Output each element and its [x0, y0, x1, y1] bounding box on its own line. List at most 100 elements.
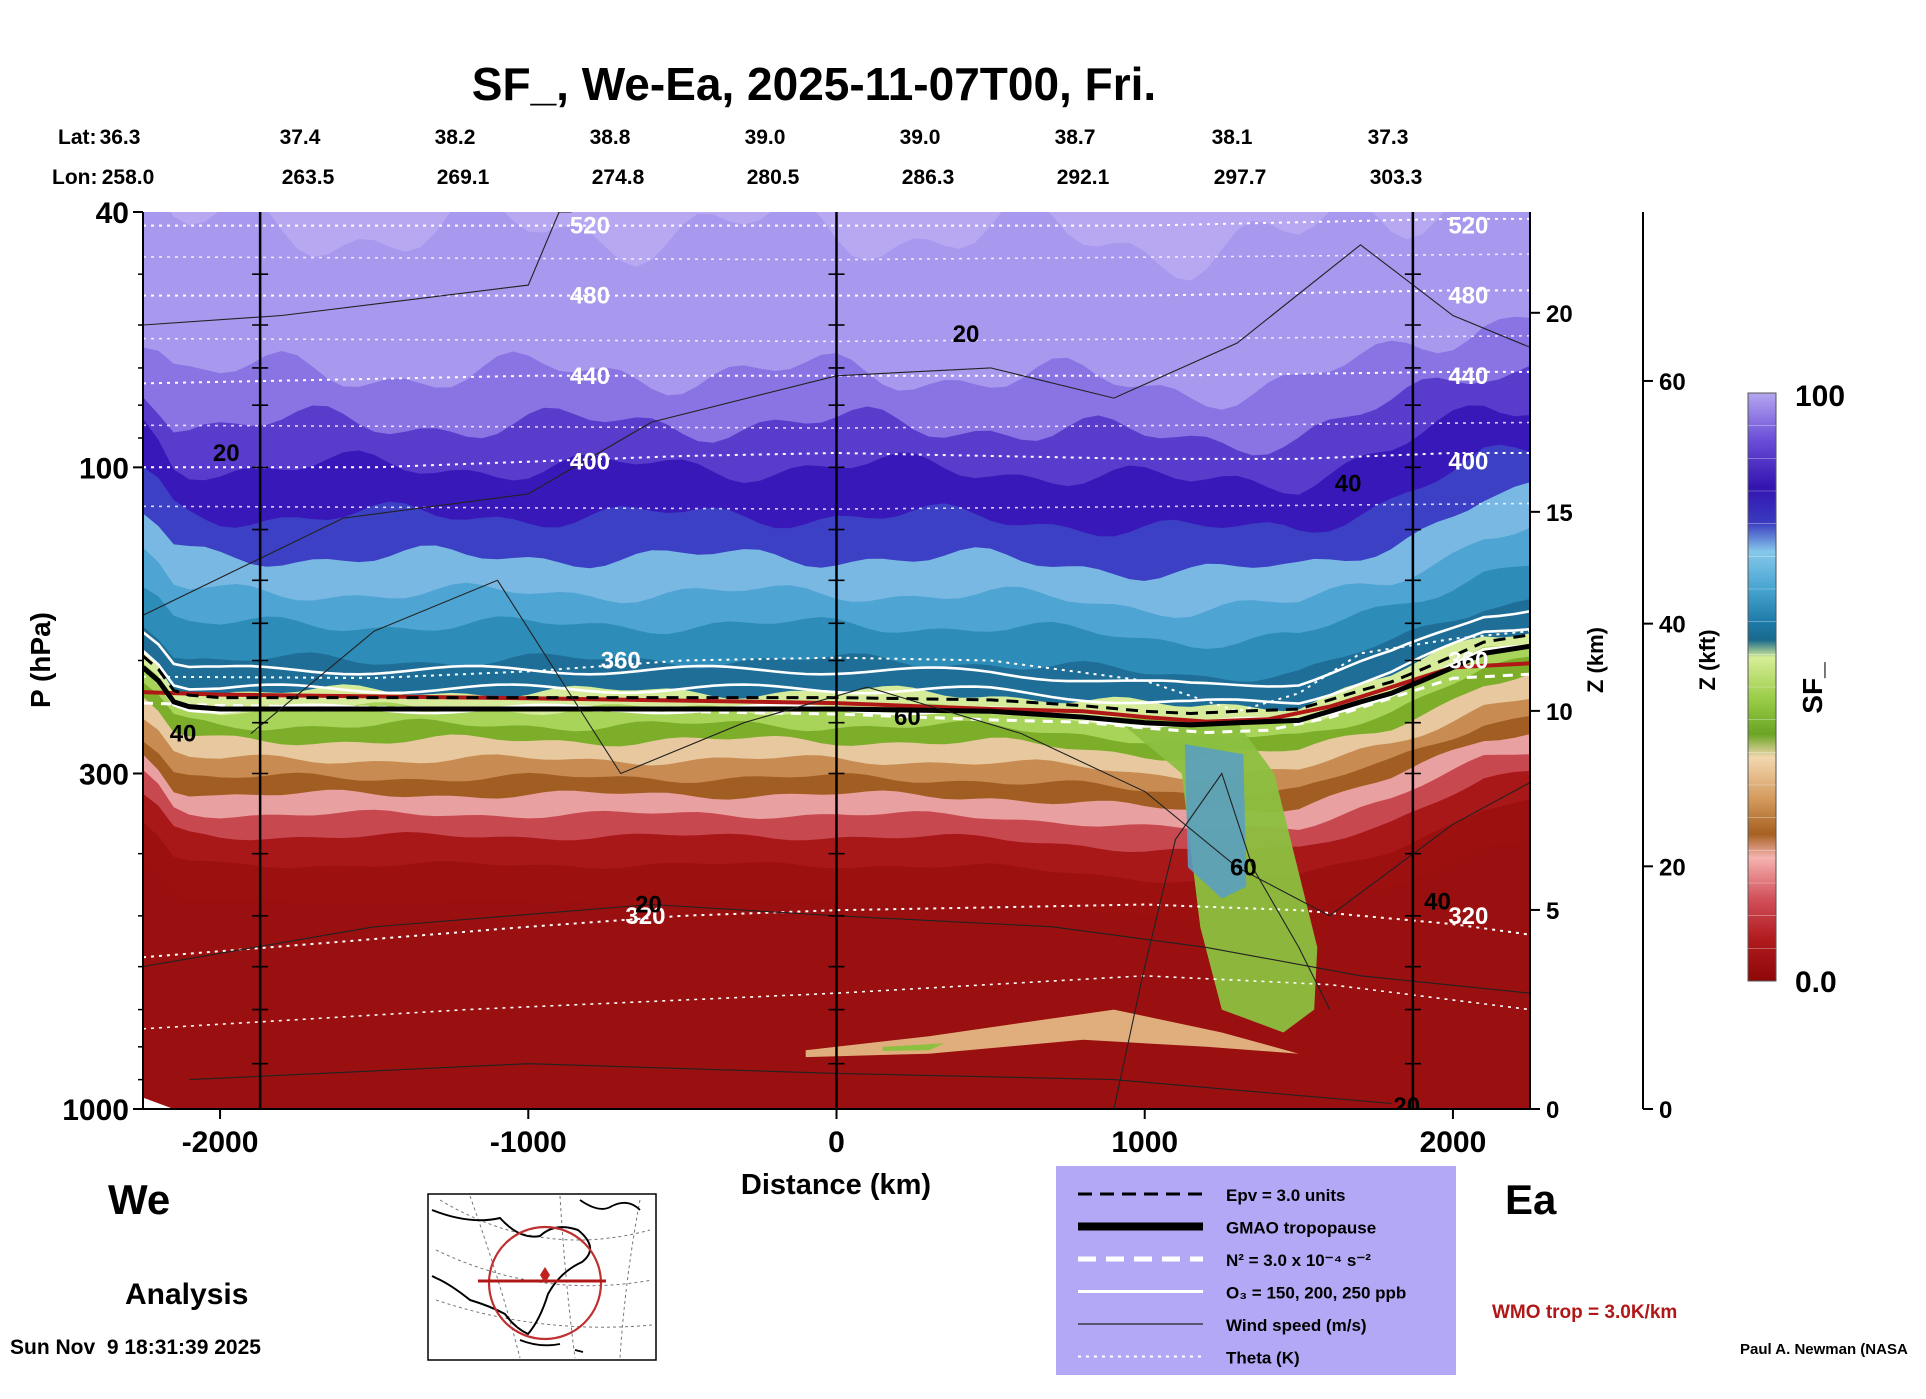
wind-label: 20 — [213, 440, 240, 467]
terrain-mask — [143, 1097, 174, 1109]
colorbar-max-label: 100 — [1795, 380, 1845, 413]
wind-contour — [1113, 772, 1331, 1109]
theta-label-right-520: 520 — [1448, 213, 1488, 240]
z-km-tick-label: 5 — [1546, 898, 1559, 925]
theta-label-360: 360 — [601, 648, 641, 675]
lat-value: 37.3 — [1368, 126, 1409, 149]
y-tick-label: 300 — [79, 758, 129, 791]
lat-value: 39.0 — [900, 126, 941, 149]
lat-row-label: Lat: — [58, 126, 97, 149]
y-tick-label: 1000 — [62, 1094, 129, 1127]
lon-value: 286.3 — [902, 166, 955, 189]
x-tick-label: 2000 — [1420, 1126, 1487, 1159]
theta-contour-440 — [143, 370, 1530, 385]
theta-label-400: 400 — [570, 449, 610, 476]
z-kft-tick-label: 60 — [1659, 369, 1686, 396]
legend-label: GMAO tropopause — [1226, 1219, 1376, 1238]
theta-label-520: 520 — [570, 213, 610, 240]
theta-contour-520 — [143, 217, 1530, 227]
theta-contour-400 — [143, 451, 1530, 469]
z-kft-label: Z (kft) — [1695, 629, 1720, 690]
wind-contour — [143, 903, 1530, 994]
lat-lon-labels: 36.3 37.4 38.2 38.8 39.0 39.0 38.7 38.1 37.3 258.… — [100, 126, 1423, 189]
east-label: Ea — [1505, 1176, 1557, 1223]
lat-value: 37.4 — [280, 126, 321, 149]
lat-value: 38.2 — [435, 126, 476, 149]
wmo-trop-label: WMO trop = 3.0K/km — [1492, 1302, 1677, 1323]
wind-label: 40 — [1424, 889, 1451, 916]
theta-label-right-360: 360 — [1448, 648, 1488, 675]
lon-value: 274.8 — [592, 166, 645, 189]
theta-label-right-440: 440 — [1448, 363, 1488, 390]
chart-title: SF_, We-Ea, 2025-11-07T00, Fri. — [472, 58, 1156, 110]
theta-label-320: 320 — [625, 903, 665, 930]
lat-value: 39.0 — [745, 126, 786, 149]
inset-map — [427, 1193, 657, 1361]
wind-label: 20 — [1393, 1093, 1420, 1120]
wind-label: 20 — [635, 891, 662, 918]
gmao-tropopause-line — [143, 643, 1530, 728]
lat-value: 36.3 — [100, 126, 141, 149]
wind-label: 40 — [170, 721, 197, 748]
lon-value: 303.3 — [1370, 166, 1423, 189]
z-km-tick-label: 15 — [1546, 500, 1573, 527]
timestamp: Sun Nov 9 18:31:39 2025 — [10, 1336, 261, 1359]
lon-value: 292.1 — [1057, 166, 1110, 189]
wind-contour — [143, 244, 1530, 616]
lon-row-label: Lon: — [52, 166, 97, 189]
x-tick-label: -2000 — [182, 1126, 259, 1159]
sf-band — [143, 212, 1530, 281]
legend-label: Epv = 3.0 units — [1226, 1186, 1346, 1205]
z-kft-tick-label: 0 — [1659, 1097, 1672, 1124]
wind-label: 60 — [894, 704, 921, 731]
west-label: We — [108, 1176, 170, 1223]
legend-label: O₃ = 150, 200, 250 ppb — [1226, 1284, 1406, 1303]
colorbar-min-label: 0.0 — [1795, 966, 1837, 999]
x-tick-label: 1000 — [1111, 1126, 1178, 1159]
lon-value: 258.0 — [102, 166, 155, 189]
lat-value: 38.7 — [1055, 126, 1096, 149]
z-km-label: Z (km) — [1583, 627, 1608, 693]
z-kft-tick-label: 20 — [1659, 854, 1686, 881]
wind-label: 60 — [1230, 854, 1257, 881]
lat-value: 38.1 — [1212, 126, 1253, 149]
low-level-green — [882, 1043, 945, 1051]
analysis-label: Analysis — [125, 1278, 248, 1311]
x-tick-label: -1000 — [490, 1126, 567, 1159]
legend-label: Wind speed (m/s) — [1226, 1316, 1367, 1335]
theta-label-440: 440 — [570, 363, 610, 390]
theta-contour-480 — [143, 289, 1530, 297]
x-tick-label: 0 — [828, 1126, 845, 1159]
theta-label-480: 480 — [570, 283, 610, 310]
colorbar-bands — [1748, 425, 1776, 949]
legend: Epv = 3.0 units GMAO tropopause N² = 3.0 x… — [1056, 1166, 1456, 1375]
z-km-tick-label: 20 — [1546, 301, 1573, 328]
x-axis-label: Distance (km) — [741, 1169, 931, 1201]
wind-contour — [250, 579, 1530, 917]
theta-label-right-400: 400 — [1448, 449, 1488, 476]
overlays: 320 320 360 360 400 400 440 440 480 480 520 520 20 20… — [143, 212, 1530, 1120]
credit: Paul A. Newman (NASA — [1740, 1341, 1908, 1358]
lon-value: 269.1 — [437, 166, 490, 189]
theta-label-right-480: 480 — [1448, 283, 1488, 310]
z-kft-tick-label: 40 — [1659, 612, 1686, 639]
legend-box — [1056, 1166, 1456, 1375]
tongue-blue — [1184, 744, 1247, 899]
lat-value: 38.8 — [590, 126, 631, 149]
lon-value: 297.7 — [1214, 166, 1267, 189]
theta-label-right-320: 320 — [1448, 903, 1488, 930]
wind-label: 20 — [953, 321, 980, 348]
y-axis-label: P (hPa) — [25, 612, 56, 708]
epv-line — [143, 633, 1530, 716]
wind-contour — [143, 212, 572, 326]
theta-contour-minor — [143, 974, 1530, 1030]
y-tick-label: 40 — [96, 197, 129, 230]
colorbar-label: SF_ — [1797, 662, 1828, 714]
lon-value: 263.5 — [282, 166, 335, 189]
legend-label: Theta (K) — [1226, 1349, 1300, 1368]
wind-label: 40 — [1335, 471, 1362, 498]
legend-label: N² = 3.0 x 10⁻⁴ s⁻² — [1226, 1251, 1371, 1270]
z-km-tick-label: 0 — [1546, 1097, 1559, 1124]
